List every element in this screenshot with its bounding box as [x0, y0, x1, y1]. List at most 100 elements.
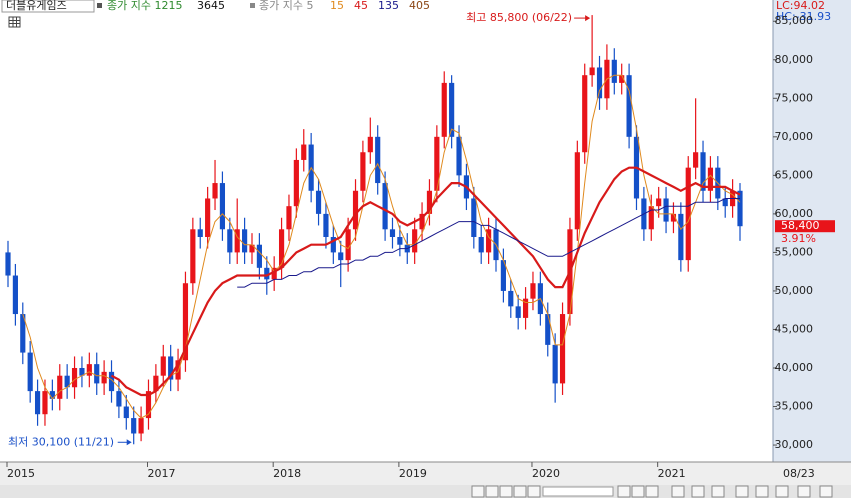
candle-body	[108, 371, 115, 392]
y-tick-label: 60,000	[775, 207, 814, 220]
x-tick-label: 2015	[7, 467, 35, 480]
legend-entry: 15	[330, 0, 344, 12]
candle-body	[175, 360, 181, 380]
x-tick-label: 2018	[273, 467, 301, 480]
candle-body	[315, 190, 322, 214]
candle-body	[34, 391, 41, 415]
candle-body	[168, 356, 174, 380]
candle-body	[330, 237, 336, 253]
button[interactable]	[485, 485, 499, 498]
x-tick-label: 2021	[658, 467, 686, 480]
legend-entry: 405	[409, 0, 430, 12]
candle-body	[138, 418, 144, 434]
candle-body	[234, 229, 240, 253]
candle-body	[49, 391, 55, 399]
candle-body	[182, 283, 189, 361]
candle-body	[345, 229, 351, 261]
grid-icon[interactable]	[8, 16, 21, 28]
candle-body	[456, 136, 462, 176]
candle-body	[626, 75, 632, 137]
candle-body	[153, 375, 159, 392]
candle-body	[678, 213, 684, 261]
button[interactable]	[527, 485, 541, 498]
candle-body	[582, 75, 588, 153]
candle-body	[42, 391, 48, 415]
candle-body	[27, 352, 33, 392]
button[interactable]	[735, 485, 749, 498]
scrollbar[interactable]	[542, 486, 614, 497]
candle-body	[530, 283, 536, 299]
candle-body	[397, 237, 403, 245]
high-arrowhead	[585, 15, 591, 22]
candle-body	[242, 229, 248, 253]
candle-body	[559, 314, 566, 384]
candle-body	[552, 344, 558, 384]
stock-name-box[interactable]	[1, 0, 95, 13]
candle-body	[338, 252, 344, 261]
hc-label: HC:-31.93	[776, 10, 831, 23]
candle-body	[249, 244, 255, 253]
candle-body	[389, 229, 396, 237]
button[interactable]	[499, 485, 513, 498]
candle-body	[293, 159, 299, 207]
button[interactable]	[755, 485, 769, 498]
candle-body	[685, 167, 691, 261]
candle-body	[434, 136, 440, 191]
candle-body	[79, 367, 85, 376]
button[interactable]	[691, 485, 705, 498]
ma-line	[237, 198, 740, 288]
candle-body	[375, 136, 381, 184]
candle-body	[190, 229, 196, 284]
price-legend-extra: 3645	[197, 0, 225, 12]
button[interactable]	[513, 485, 527, 498]
candle-body	[522, 298, 529, 318]
y-tick-label: 45,000	[775, 322, 814, 335]
button[interactable]	[617, 485, 631, 498]
y-tick-label: 65,000	[775, 168, 814, 181]
legend-icon	[250, 3, 255, 8]
lc-label: LC:94.02	[776, 0, 825, 12]
stock-name[interactable]: 더블유게임즈	[6, 0, 67, 12]
y-tick-label: 40,000	[775, 361, 814, 374]
button[interactable]	[797, 485, 811, 498]
candle-body	[449, 82, 455, 137]
candle-body	[264, 267, 270, 280]
candle-body	[286, 206, 292, 230]
button[interactable]	[645, 485, 659, 498]
button[interactable]	[711, 485, 725, 498]
candle-body	[205, 198, 211, 237]
candle-body	[412, 229, 418, 253]
y-tick-label: 70,000	[775, 130, 814, 143]
button[interactable]	[819, 485, 833, 498]
candle-body	[700, 152, 706, 191]
candle-body	[693, 152, 699, 168]
candle-body	[737, 190, 743, 227]
candle-body	[382, 183, 388, 230]
y-tick-label: 80,000	[775, 53, 814, 66]
button[interactable]	[631, 485, 645, 498]
x-axis-panel	[0, 462, 851, 485]
candle-body	[131, 418, 137, 434]
candle-body	[367, 136, 373, 153]
candle-body	[471, 198, 477, 237]
candle-body	[360, 152, 366, 191]
candle-body	[508, 290, 514, 307]
candle-body	[64, 375, 70, 388]
candle-body	[212, 183, 218, 199]
ma-legend-label: 종가 지수 5	[259, 0, 313, 12]
scroll-buttons[interactable]	[471, 485, 833, 498]
candle-body	[219, 183, 226, 230]
cursor-date: 08/23	[783, 467, 815, 480]
low-arrowhead	[126, 439, 132, 446]
button[interactable]	[775, 485, 789, 498]
last-price-label: 58,400	[781, 219, 820, 232]
button[interactable]	[671, 485, 685, 498]
candle-body	[278, 229, 285, 268]
candle-body	[486, 229, 492, 253]
candle-body	[670, 213, 677, 222]
legend-entry: 135	[378, 0, 399, 12]
candle-body	[20, 314, 26, 353]
button[interactable]	[471, 485, 485, 498]
candle-body	[648, 206, 654, 230]
